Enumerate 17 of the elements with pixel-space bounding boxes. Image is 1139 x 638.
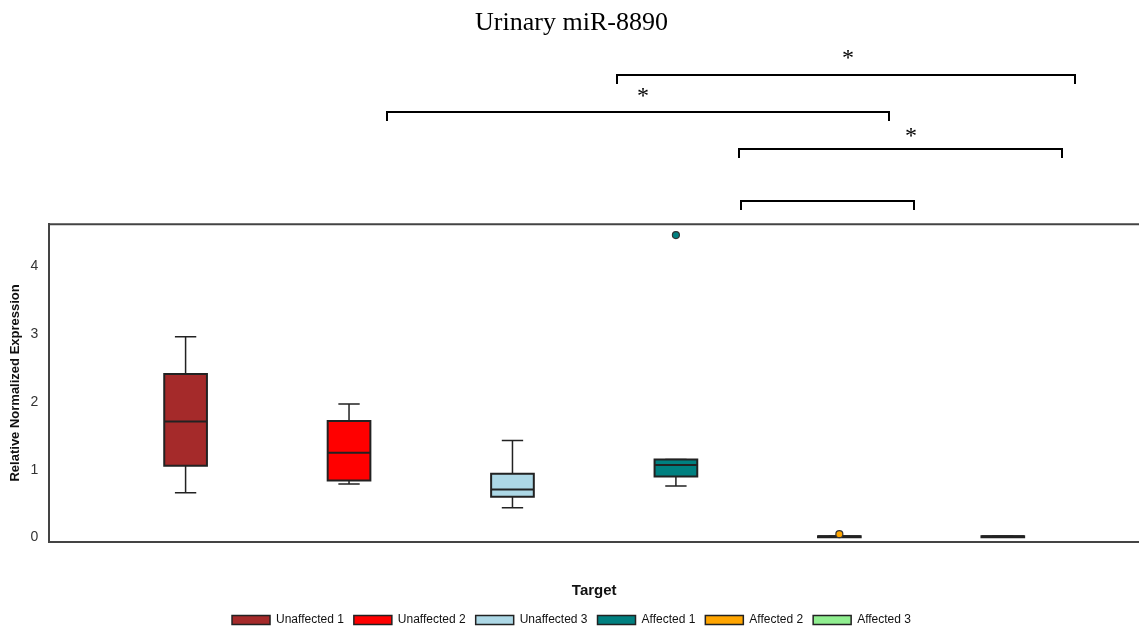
legend-label: Unaffected 3	[519, 612, 588, 627]
text: *	[842, 44, 854, 71]
legend-label: Unaffected 1	[276, 612, 345, 627]
y-axis-title: Relative Normalized Expression	[7, 284, 23, 482]
y-tick-label: 2	[30, 392, 39, 409]
y-tick-label: 0	[30, 528, 39, 545]
x-axis-title: Target	[571, 581, 617, 599]
y-tick-label: 4	[30, 257, 39, 274]
y-tick-label: 3	[30, 324, 39, 341]
legend-label: Unaffected 2	[397, 612, 467, 627]
y-tick-label: 1	[30, 460, 39, 477]
legend-label: Affected 3	[857, 612, 912, 627]
text: *	[637, 82, 649, 109]
legend-label: Affected 2	[749, 612, 804, 627]
chart-title: Urinary miR-8890	[475, 7, 668, 37]
legend-label: Affected 1	[641, 612, 696, 627]
text: *	[905, 122, 917, 149]
